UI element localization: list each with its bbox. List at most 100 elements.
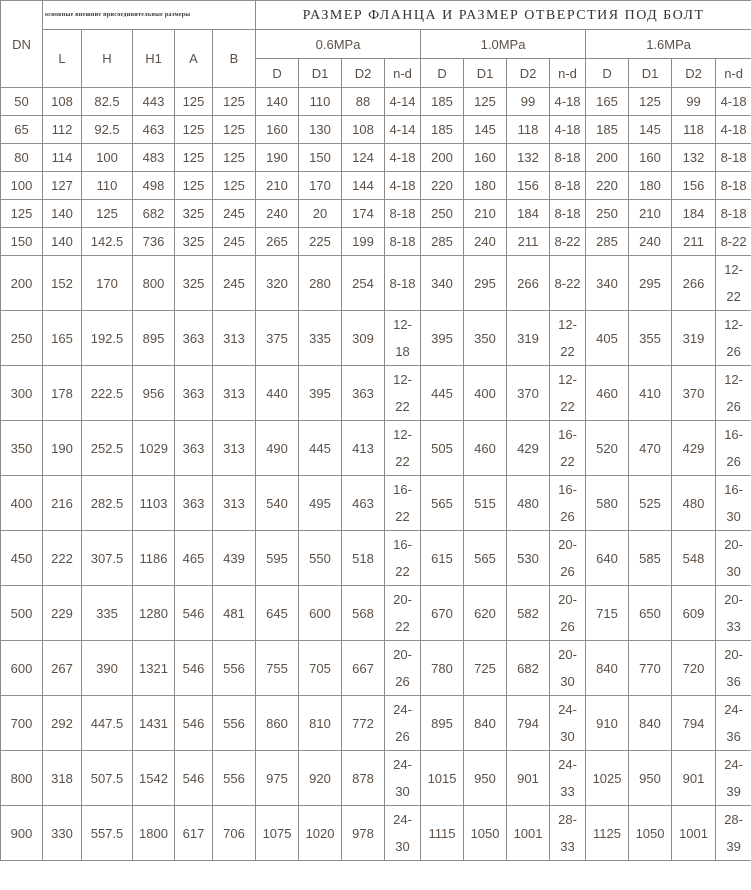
table-cell: 405 bbox=[585, 310, 630, 366]
table-cell: 150 bbox=[298, 143, 343, 172]
table-cell: 565 bbox=[420, 475, 465, 531]
col-h1: H1 bbox=[132, 29, 175, 88]
table-cell: 4-18 bbox=[715, 115, 751, 144]
table-cell: 12-22 bbox=[384, 420, 422, 476]
table-cell: 266 bbox=[506, 255, 551, 311]
table-cell: 546 bbox=[174, 640, 213, 696]
table-cell: 20-26 bbox=[549, 530, 587, 586]
table-cell: 222.5 bbox=[81, 365, 133, 421]
table-cell: 325 bbox=[174, 255, 213, 311]
table-cell: 645 bbox=[255, 585, 300, 641]
dn-cell: 300 bbox=[0, 365, 43, 421]
table-cell: 100 bbox=[81, 143, 133, 172]
table-cell: 895 bbox=[132, 310, 175, 366]
table-cell: 211 bbox=[671, 227, 717, 256]
table-cell: 568 bbox=[341, 585, 386, 641]
table-cell: 20-33 bbox=[715, 585, 751, 641]
table-cell: 12-26 bbox=[715, 310, 751, 366]
table-cell: 24-36 bbox=[715, 695, 751, 751]
table-cell: 8-18 bbox=[549, 171, 587, 200]
table-cell: 480 bbox=[671, 475, 717, 531]
table-cell: 250 bbox=[585, 199, 630, 228]
table-cell: 165 bbox=[42, 310, 82, 366]
table-cell: 340 bbox=[420, 255, 465, 311]
flange-dimensions-table: DN основные внешние присоединительные ра… bbox=[0, 0, 751, 861]
table-cell: 190 bbox=[255, 143, 300, 172]
table-cell: 582 bbox=[506, 585, 551, 641]
table-cell: 16-26 bbox=[549, 475, 587, 531]
table-cell: 335 bbox=[81, 585, 133, 641]
table-cell: 540 bbox=[255, 475, 300, 531]
table-cell: 620 bbox=[463, 585, 508, 641]
table-cell: 145 bbox=[628, 115, 673, 144]
table-cell: 16-26 bbox=[715, 420, 751, 476]
table-cell: 395 bbox=[420, 310, 465, 366]
table-cell: 210 bbox=[463, 199, 508, 228]
table-cell: 8-22 bbox=[549, 255, 587, 311]
table-cell: 200 bbox=[585, 143, 630, 172]
table-row: 250 165 192.5 895 363 313 375 335 309 12-18 395 350… bbox=[0, 310, 751, 366]
table-cell: 220 bbox=[585, 171, 630, 200]
table-cell: 460 bbox=[463, 420, 508, 476]
table-cell: 490 bbox=[255, 420, 300, 476]
table-cell: 313 bbox=[211, 310, 257, 366]
table-cell: 609 bbox=[671, 585, 717, 641]
col-b: B bbox=[211, 29, 257, 88]
table-cell: 170 bbox=[298, 171, 343, 200]
col-d: D bbox=[420, 58, 465, 88]
dn-cell: 80 bbox=[0, 143, 43, 172]
table-cell: 280 bbox=[298, 255, 343, 311]
col-d2: D2 bbox=[341, 58, 386, 88]
table-cell: 220 bbox=[420, 171, 465, 200]
table-cell: 165 bbox=[585, 87, 630, 116]
table-cell: 8-18 bbox=[384, 255, 422, 311]
table-cell: 20-30 bbox=[549, 640, 587, 696]
table-cell: 125 bbox=[211, 143, 257, 172]
table-cell: 1115 bbox=[420, 805, 465, 861]
table-cell: 370 bbox=[506, 365, 551, 421]
table-cell: 4-14 bbox=[384, 115, 422, 144]
table-cell: 254 bbox=[341, 255, 386, 311]
table-cell: 170 bbox=[81, 255, 133, 311]
table-cell: 185 bbox=[420, 87, 465, 116]
table-cell: 465 bbox=[174, 530, 213, 586]
table-cell: 363 bbox=[174, 365, 213, 421]
dn-cell: 500 bbox=[0, 585, 43, 641]
col-a: A bbox=[174, 29, 213, 88]
table-cell: 600 bbox=[298, 585, 343, 641]
table-cell: 546 bbox=[174, 585, 213, 641]
table-cell: 160 bbox=[628, 143, 673, 172]
dn-cell: 65 bbox=[0, 115, 43, 144]
table-cell: 1025 bbox=[585, 750, 630, 806]
table-cell: 152 bbox=[42, 255, 82, 311]
table-cell: 265 bbox=[255, 227, 300, 256]
table-cell: 24-30 bbox=[549, 695, 587, 751]
dn-cell: 700 bbox=[0, 695, 43, 751]
table-cell: 225 bbox=[298, 227, 343, 256]
table-cell: 920 bbox=[298, 750, 343, 806]
table-cell: 240 bbox=[463, 227, 508, 256]
table-cell: 1020 bbox=[298, 805, 343, 861]
table-cell: 319 bbox=[671, 310, 717, 366]
table-row: 500 229 335 1280 546 481 645 600 568 20-22 670 620 5… bbox=[0, 585, 751, 641]
dn-cell: 250 bbox=[0, 310, 43, 366]
table-cell: 390 bbox=[81, 640, 133, 696]
table-cell: 20-22 bbox=[384, 585, 422, 641]
table-cell: 125 bbox=[211, 115, 257, 144]
table-cell: 20-26 bbox=[549, 585, 587, 641]
table-cell: 184 bbox=[506, 199, 551, 228]
table-cell: 20-36 bbox=[715, 640, 751, 696]
table-cell: 550 bbox=[298, 530, 343, 586]
table-cell: 210 bbox=[628, 199, 673, 228]
table-cell: 8-18 bbox=[715, 143, 751, 172]
col-d: D bbox=[585, 58, 630, 88]
table-cell: 156 bbox=[671, 171, 717, 200]
table-cell: 4-18 bbox=[384, 143, 422, 172]
table-row: 800 318 507.5 1542 546 556 975 920 878 24-30 1015 9… bbox=[0, 750, 751, 806]
dn-header: DN bbox=[0, 0, 43, 88]
table-cell: 720 bbox=[671, 640, 717, 696]
table-cell: 114 bbox=[42, 143, 82, 172]
table-row: 700 292 447.5 1431 546 556 860 810 772 24-26 895 84… bbox=[0, 695, 751, 751]
table-cell: 118 bbox=[506, 115, 551, 144]
pressure-0-6: 0.6MPa bbox=[255, 29, 422, 59]
